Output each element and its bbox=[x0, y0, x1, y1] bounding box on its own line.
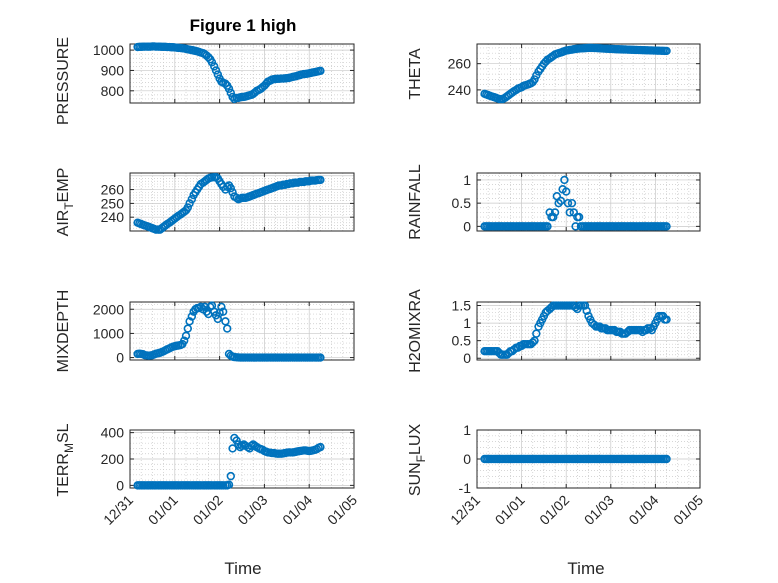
pressure-data-point bbox=[224, 84, 234, 93]
h2omixra-data-point bbox=[582, 306, 591, 315]
air-temp-data-point bbox=[187, 195, 197, 204]
mixdepth-data-point bbox=[217, 302, 226, 312]
rainfall-data-point bbox=[549, 212, 558, 222]
pressure-data-point bbox=[226, 88, 236, 98]
rainfall-ytick-label: 0 bbox=[463, 218, 471, 234]
air-temp-data-point bbox=[316, 175, 325, 185]
air-temp-ylabel: AIRTEMP bbox=[55, 168, 76, 237]
terr-msl-data-point bbox=[247, 441, 256, 451]
mixdepth-data-point bbox=[221, 317, 230, 326]
h2omixra-ylabel: H2OMIXRA bbox=[407, 289, 424, 373]
theta-data-point bbox=[530, 75, 539, 84]
rainfall-ylabel: RAINFALL bbox=[407, 164, 424, 240]
terr-msl-data-point bbox=[228, 444, 237, 453]
rainfall-ytick-label: 0.5 bbox=[452, 195, 472, 211]
pressure-data-point bbox=[211, 66, 221, 75]
pressure-data-point bbox=[210, 62, 219, 71]
rainfall-data-point bbox=[561, 187, 571, 196]
theta-ytick-label: 240 bbox=[448, 82, 472, 98]
h2omixra-ytick-label: 1.5 bbox=[452, 298, 472, 314]
mixdepth-ytick-label: 1000 bbox=[93, 325, 124, 341]
mixdepth-data-point bbox=[187, 312, 197, 321]
air-temp-data-point bbox=[183, 203, 192, 212]
pressure-ylabel: PRESSURE bbox=[55, 37, 72, 125]
rainfall-data-point bbox=[574, 212, 584, 222]
rainfall-data-point bbox=[556, 196, 566, 206]
theta-ylabel: THETA bbox=[407, 48, 424, 100]
rainfall-data-point bbox=[550, 208, 560, 217]
h2omixra-data-point bbox=[580, 301, 590, 310]
rainfall-data-point bbox=[554, 198, 563, 208]
pressure-axes-box bbox=[129, 43, 355, 104]
terr-msl-ytick-label: 200 bbox=[101, 451, 125, 467]
h2omixra-data-point bbox=[528, 338, 537, 347]
mixdepth-data-point bbox=[223, 324, 232, 333]
figure-title: Figure 1 high bbox=[190, 16, 297, 35]
theta-ytick-label: 260 bbox=[448, 56, 472, 72]
h2omixra-ytick-label: 0 bbox=[463, 350, 471, 366]
rainfall-ytick-label: 1 bbox=[463, 172, 471, 188]
rainfall-data-point bbox=[563, 198, 573, 208]
sun-flux-ylabel: SUNFLUX bbox=[407, 424, 428, 497]
air-temp-data-point bbox=[228, 188, 237, 197]
pressure-data-point bbox=[207, 58, 217, 67]
air-temp-axes-box bbox=[129, 172, 355, 232]
air-temp-data-point bbox=[185, 199, 194, 208]
terr-msl-data-point bbox=[224, 480, 234, 489]
terr-msl-ylabel: TERRMSL bbox=[55, 423, 76, 496]
pressure-panel: PRESSURE 800 900 1000 bbox=[55, 37, 355, 125]
pressure-data-point bbox=[228, 92, 237, 102]
terr-msl-ytick-label: 0 bbox=[116, 477, 124, 493]
mixdepth-data-point bbox=[181, 331, 191, 341]
rainfall-data-point bbox=[662, 222, 671, 231]
mixdepth-panel: MIXDEPTH 0 1000 2000 bbox=[55, 290, 355, 373]
h2omixra-data-point bbox=[641, 325, 651, 335]
mixdepth-data-point bbox=[180, 336, 189, 345]
mixdepth-ylabel: MIXDEPTH bbox=[55, 290, 72, 373]
mixdepth-data-point bbox=[316, 353, 325, 362]
terr-msl-data-point bbox=[232, 436, 241, 445]
air-temp-ytick-label: 250 bbox=[101, 195, 125, 211]
terr-msl-ytick-label: 400 bbox=[101, 425, 125, 441]
h2omixra-axes-box bbox=[476, 301, 701, 361]
pressure-data-point bbox=[213, 70, 223, 79]
mixdepth-ytick-label: 2000 bbox=[93, 301, 124, 317]
pressure-ytick-label: 1000 bbox=[93, 42, 124, 58]
mixdepth-ytick-label: 0 bbox=[116, 350, 124, 366]
rainfall-axes-box bbox=[476, 172, 701, 232]
theta-panel: THETA 240 260 bbox=[407, 43, 701, 104]
mixdepth-data-point bbox=[185, 317, 194, 326]
rainfall-panel: RAINFALL 0 0.5 1 bbox=[407, 164, 701, 240]
rainfall-data-point bbox=[565, 208, 574, 217]
sun-flux-ytick-label: 1 bbox=[463, 422, 471, 438]
rainfall-data-point bbox=[543, 222, 552, 231]
pressure-ytick-label: 800 bbox=[101, 83, 125, 99]
mixdepth-data-point bbox=[183, 324, 192, 333]
sun-flux-ytick-label: -1 bbox=[459, 480, 472, 496]
h2omixra-ytick-label: 0.5 bbox=[452, 333, 472, 349]
h2omixra-data-point bbox=[662, 315, 671, 324]
pressure-data-point bbox=[316, 66, 325, 76]
air-temp-ytick-label: 240 bbox=[101, 209, 125, 225]
sun-flux-data-point bbox=[662, 454, 671, 464]
left-xlabel: Time bbox=[224, 559, 261, 578]
air-temp-ytick-label: 260 bbox=[101, 182, 125, 198]
sun-flux-ytick-label: 0 bbox=[463, 451, 471, 467]
right-xlabel: Time bbox=[567, 559, 604, 578]
pressure-ytick-label: 900 bbox=[101, 62, 125, 78]
air-temp-data-point bbox=[226, 183, 236, 193]
terr-msl-data-point bbox=[226, 471, 236, 481]
h2omixra-panel: H2OMIXRA 00.5 11.5 bbox=[407, 289, 701, 373]
mixdepth-data-point bbox=[218, 307, 228, 316]
rainfall-data-point bbox=[560, 175, 569, 185]
terr-msl-data-point bbox=[316, 442, 325, 452]
mixdepth-data-point bbox=[196, 302, 205, 312]
theta-data-point bbox=[662, 46, 671, 56]
h2omixra-ytick-label: 1 bbox=[463, 315, 471, 331]
h2omixra-data-point bbox=[532, 329, 541, 338]
rainfall-data-point bbox=[567, 198, 577, 208]
